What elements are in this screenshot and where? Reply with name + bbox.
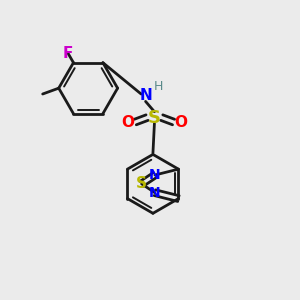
Text: S: S bbox=[148, 109, 161, 127]
Text: O: O bbox=[174, 115, 188, 130]
Text: N: N bbox=[149, 186, 161, 200]
Text: N: N bbox=[149, 168, 161, 182]
Text: O: O bbox=[122, 115, 134, 130]
Text: H: H bbox=[154, 80, 164, 93]
Text: N: N bbox=[139, 88, 152, 103]
Text: S: S bbox=[136, 176, 147, 191]
Text: F: F bbox=[63, 46, 74, 61]
